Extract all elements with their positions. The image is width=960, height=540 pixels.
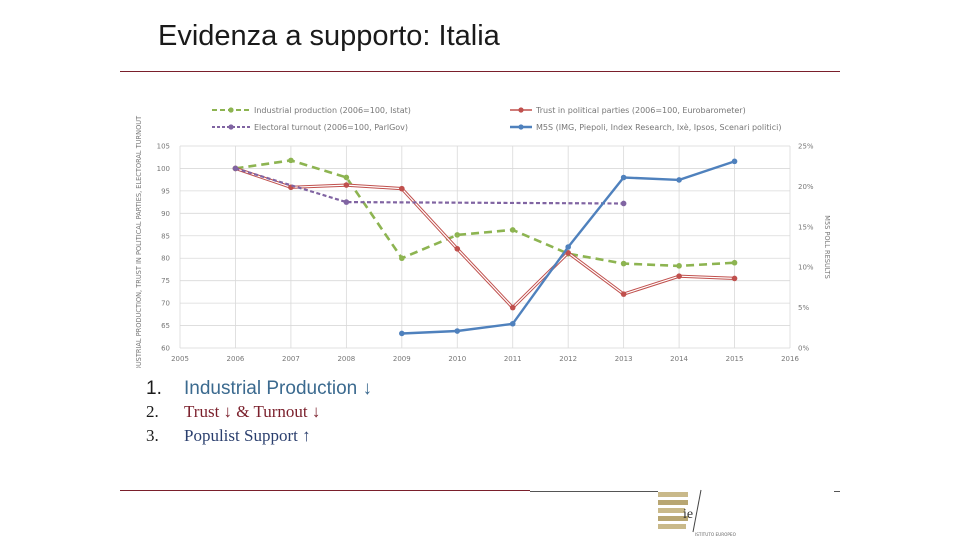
institute-logo: ie ISTITUTO EUROPEO (658, 489, 737, 537)
y-axis-left: 60 65 70 75 80 85 90 95 100 105 (157, 143, 170, 353)
data-point-m5s (454, 328, 461, 334)
x-tick-label: 2005 (171, 355, 189, 363)
data-point-m5s (565, 244, 571, 250)
y2-tick-label: 10% (798, 264, 814, 272)
data-point-m5s (399, 330, 405, 337)
data-point-trust (399, 185, 405, 192)
x-tick-label: 2006 (227, 355, 245, 363)
legend-item-industrial: Industrial production (2006=100, Istat) (212, 106, 411, 115)
data-point-trust (731, 275, 738, 282)
y-tick-label: 85 (161, 232, 170, 240)
x-tick-label: 2012 (559, 355, 577, 363)
bullet-number: 3. (146, 426, 159, 445)
series-industrial (232, 157, 738, 269)
bullet-text: Trust ↓ & Turnout ↓ (184, 402, 321, 421)
series-line-trust (234, 166, 735, 310)
y-tick-label: 105 (157, 143, 170, 151)
data-point-industrial (676, 263, 682, 269)
legend-item-turnout: Electoral turnout (2006=100, ParlGov) (212, 123, 408, 132)
x-tick-label: 2016 (781, 355, 799, 363)
data-point-trust (565, 250, 571, 256)
x-tick-label: 2007 (282, 355, 300, 363)
data-point-m5s (620, 174, 627, 181)
footer-divider-end (834, 491, 840, 492)
data-point-m5s (731, 158, 738, 165)
data-point-trust (454, 245, 461, 252)
series-line-turnout (235, 167, 624, 205)
series-line-industrial (235, 159, 735, 268)
y-tick-label: 60 (161, 345, 170, 353)
data-point-industrial (399, 255, 405, 262)
series-trust (232, 165, 738, 311)
y-tick-label: 70 (161, 300, 170, 308)
legend-item-trust: Trust in political parties (2006=100, Eu… (510, 106, 746, 115)
bullet-number: 2. (146, 402, 159, 421)
legend-label-turnout: Electoral turnout (2006=100, ParlGov) (254, 123, 408, 132)
data-point-trust (509, 304, 516, 311)
x-tick-label: 2011 (504, 355, 522, 363)
data-point-industrial (509, 227, 516, 233)
data-point-trust (343, 182, 350, 188)
data-point-industrial (454, 232, 461, 238)
chart-series (232, 157, 738, 337)
series-turnout (232, 165, 627, 207)
x-tick-label: 2010 (448, 355, 466, 363)
bullet-number: 1. (146, 378, 162, 399)
y-tick-label: 65 (161, 322, 170, 330)
y2-tick-label: 20% (798, 183, 814, 191)
chart-legend: Industrial production (2006=100, Istat) … (212, 106, 781, 132)
y2-tick-label: 15% (798, 223, 814, 231)
footer-divider (120, 490, 530, 491)
legend-item-m5s: M5S (IMG, Piepoli, Index Research, Ixè, … (510, 122, 781, 132)
data-point-industrial (288, 157, 294, 164)
x-tick-label: 2015 (726, 355, 744, 363)
title-divider (120, 71, 840, 72)
y2-tick-label: 25% (798, 143, 814, 151)
logo-caption: ISTITUTO EUROPEO (695, 532, 737, 537)
y-tick-label: 100 (157, 165, 170, 173)
y-tick-label: 95 (161, 187, 170, 195)
data-point-turnout (232, 165, 239, 172)
series-m5s (399, 158, 738, 337)
footer-divider-grey (530, 491, 658, 492)
logo-letters: ie (683, 507, 693, 522)
x-tick-label: 2014 (670, 355, 688, 363)
x-tick-label: 2013 (615, 355, 633, 363)
y-tick-label: 80 (161, 255, 170, 263)
x-tick-label: 2008 (337, 355, 355, 363)
legend-label-m5s: M5S (IMG, Piepoli, Index Research, Ixè, … (536, 122, 781, 132)
data-point-m5s (509, 320, 516, 327)
data-point-trust (676, 273, 682, 279)
y-tick-label: 90 (161, 210, 170, 218)
data-point-turnout (620, 200, 627, 207)
data-point-turnout (343, 199, 350, 205)
chart-grid (179, 145, 791, 349)
data-point-trust (620, 291, 627, 297)
x-tick-label: 2009 (393, 355, 411, 363)
y2-tick-label: 0% (798, 345, 809, 353)
data-point-industrial (620, 260, 627, 267)
y-axis-right: 0% 5% 10% 15% 20% 25% (798, 143, 814, 353)
data-point-industrial (343, 174, 350, 181)
legend-label-industrial: Industrial production (2006=100, Istat) (254, 106, 411, 115)
bullet-text: Populist Support ↑ (184, 426, 311, 445)
y-axis-label: INDUSTRIAL PRODUCTION, TRUST IN POLITICA… (135, 115, 143, 368)
data-point-m5s (676, 177, 682, 183)
y-tick-label: 75 (161, 277, 170, 285)
x-axis: 2005 2006 2007 2008 2009 2010 2011 2012 2013 2014… (171, 355, 799, 363)
data-point-industrial (731, 259, 738, 266)
y2-axis-label: M5S POLL RESULTS (823, 215, 831, 279)
slide-title: Evidenza a supporto: Italia (158, 20, 500, 52)
legend-label-trust: Trust in political parties (2006=100, Eu… (535, 106, 746, 115)
bullet-text: Industrial Production ↓ (184, 378, 372, 399)
y2-tick-label: 5% (798, 304, 809, 312)
series-line-inner-trust (235, 167, 735, 309)
line-chart: Industrial production (2006=100, Istat) … (135, 106, 831, 368)
